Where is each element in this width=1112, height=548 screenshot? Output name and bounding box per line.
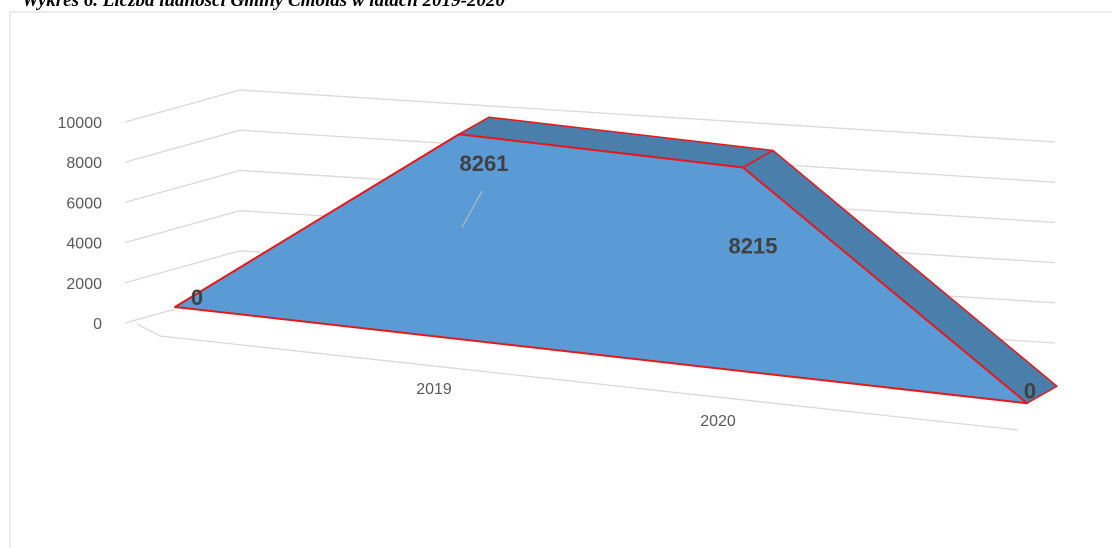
value-label: 8261 [460,151,509,176]
value-label: 0 [1024,378,1036,403]
y-tick-label: 6000 [66,195,102,212]
value-label: 8215 [729,233,778,258]
y-tick-label: 4000 [66,236,102,253]
y-tick-label: 10000 [58,115,103,132]
chart-title: Wykres 6. Liczba ludności Gminy Cmolas w… [22,0,505,11]
grid-line [124,89,1056,143]
leader-line [461,190,483,228]
x-tick-label: 2019 [416,381,452,398]
area [174,133,1028,405]
value-label: 0 [191,285,203,310]
floor-edge [136,323,1019,431]
x-tick-label: 2020 [700,413,736,430]
y-tick-label: 2000 [66,276,102,293]
y-tick-label: 8000 [66,155,102,172]
y-tick-label: 0 [93,316,102,333]
